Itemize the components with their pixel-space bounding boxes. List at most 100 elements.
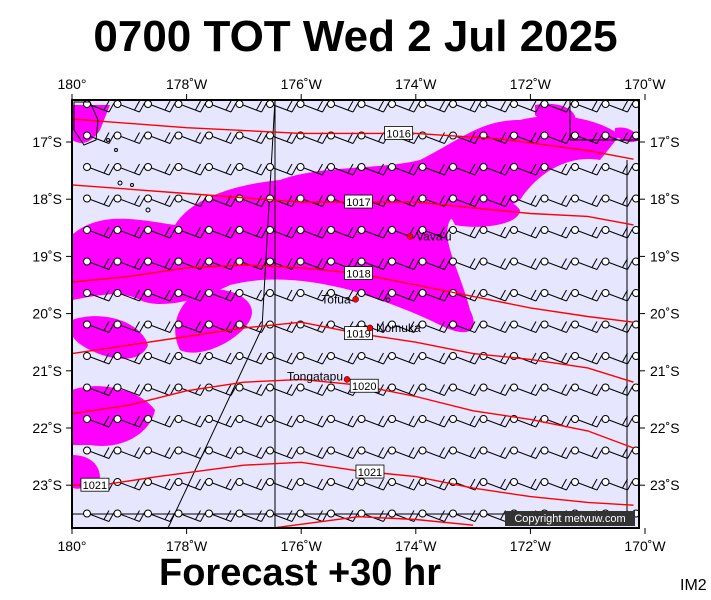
wind-barb-icon xyxy=(418,226,450,239)
wind-barb-icon xyxy=(144,415,176,428)
lat-label-left: 18˚S xyxy=(32,191,62,207)
wind-barb-icon xyxy=(83,163,115,176)
wind-barb-icon xyxy=(327,478,359,491)
lat-label-right: 21˚S xyxy=(650,363,680,379)
wind-barb-icon xyxy=(327,446,359,459)
wind-barb-icon xyxy=(144,383,176,396)
wind-barb-icon xyxy=(296,478,328,491)
wind-barb-icon xyxy=(540,478,572,491)
wind-barb-icon xyxy=(235,352,267,365)
wind-barb-icon xyxy=(540,446,572,459)
wind-barb-icon xyxy=(113,257,145,270)
wind-barb-icon xyxy=(266,446,298,459)
wind-barb-icon xyxy=(205,352,237,365)
lat-label-left: 17˚S xyxy=(32,134,62,150)
place-label: Vava'u xyxy=(416,229,451,243)
wind-barb-icon xyxy=(632,320,639,329)
wind-barb-icon xyxy=(83,131,115,144)
wind-barb-icon xyxy=(83,415,115,428)
lon-labels-top: 180° 178˚W 176˚W 174˚W 172˚W 170˚W xyxy=(58,76,667,92)
wind-barb-icon xyxy=(113,352,145,365)
wind-barb-icon xyxy=(601,320,633,333)
lat-label-left: 23˚S xyxy=(32,477,62,493)
wind-barb-icon xyxy=(632,194,639,203)
wind-barb-icon xyxy=(418,478,450,491)
wind-barb-icon xyxy=(144,446,176,459)
wind-barb-icon xyxy=(632,289,639,297)
wind-barb-icon xyxy=(388,352,420,365)
wind-barb-icon xyxy=(235,415,267,428)
axis-ticks xyxy=(66,94,646,534)
lon-label-top: 176˚W xyxy=(281,76,323,92)
wind-barb-icon xyxy=(266,226,298,239)
wind-barb-icon xyxy=(418,163,450,176)
wind-barb-icon xyxy=(205,446,237,459)
wind-barb-icon xyxy=(296,194,328,207)
chart-title: 0700 TOT Wed 2 Jul 2025 xyxy=(93,12,618,61)
wind-barb-icon xyxy=(205,478,237,491)
wind-barb-icon xyxy=(266,478,298,491)
wind-barb-icon xyxy=(174,289,206,302)
wind-barb-icon xyxy=(144,352,176,365)
lat-label-right: 23˚S xyxy=(650,477,680,493)
wind-barb-icon xyxy=(632,383,639,392)
lat-label-left: 22˚S xyxy=(32,420,62,436)
wind-barb-icon xyxy=(174,131,206,144)
wind-barb-icon xyxy=(235,100,267,113)
wind-barb-icon xyxy=(296,352,328,365)
wind-barb-icon xyxy=(296,509,328,522)
copyright-box: Copyright metvuw.com xyxy=(505,511,635,526)
wind-barb-icon xyxy=(601,383,633,396)
wind-barb-icon xyxy=(540,131,572,144)
svg-text:1016: 1016 xyxy=(386,128,410,140)
wind-barb-icon xyxy=(113,289,145,302)
wind-barb-icon xyxy=(205,320,237,333)
wind-barb-icon xyxy=(632,446,639,455)
wind-barb-icon xyxy=(144,257,176,270)
wind-barb-icon xyxy=(449,383,481,396)
wind-barb-icon xyxy=(601,289,633,302)
date-line xyxy=(167,327,263,528)
wind-barb-icon xyxy=(449,257,481,270)
wind-barb-icon xyxy=(266,131,298,144)
wind-barb-icon xyxy=(235,131,267,144)
wind-barb-icon xyxy=(510,446,542,459)
wind-barb-icon xyxy=(327,415,359,428)
wind-barb-icon xyxy=(571,383,603,396)
wind-barb-icon xyxy=(632,163,639,171)
wind-barb-icon xyxy=(571,257,603,270)
wind-barb-icon xyxy=(205,131,237,144)
lat-labels-left: 17˚S 18˚S 19˚S 20˚S 21˚S 22˚S 23˚S xyxy=(32,134,62,493)
wind-barb-icon xyxy=(113,194,145,207)
wind-barb-icon xyxy=(510,257,542,270)
wind-barb-icon xyxy=(479,100,511,113)
wind-barb-icon xyxy=(571,446,603,459)
wind-barb-icon xyxy=(83,289,115,302)
svg-text:1021: 1021 xyxy=(358,467,382,479)
wind-barb-icon xyxy=(540,320,572,333)
wind-barb-icon xyxy=(83,226,115,239)
wind-barb-icon xyxy=(540,257,572,270)
isobar-line xyxy=(72,184,634,226)
wind-barb-icon xyxy=(388,383,420,396)
wind-barb-icon xyxy=(83,509,115,522)
wind-barb-icon xyxy=(296,226,328,239)
wind-barb-icon xyxy=(144,509,176,522)
wind-barb-icon xyxy=(418,352,450,365)
small-islands xyxy=(73,101,391,303)
wind-barb-icon xyxy=(388,163,420,176)
wind-barb-icon xyxy=(479,446,511,459)
wind-barb-icon xyxy=(357,446,389,459)
wind-barb-icon xyxy=(418,383,450,396)
wind-barb-icon xyxy=(174,226,206,239)
wind-barb-icon xyxy=(540,289,572,302)
wind-barb-icon xyxy=(510,226,542,239)
wind-barb-icon xyxy=(632,257,639,266)
lon-label-bottom: 178˚W xyxy=(166,538,208,554)
wind-barb-icon xyxy=(205,100,237,113)
wind-barb-icon xyxy=(510,383,542,396)
wind-barb-icon xyxy=(540,352,572,365)
wind-barb-icon xyxy=(235,509,267,522)
lat-label-left: 21˚S xyxy=(32,363,62,379)
wind-barb-icon xyxy=(510,131,542,144)
